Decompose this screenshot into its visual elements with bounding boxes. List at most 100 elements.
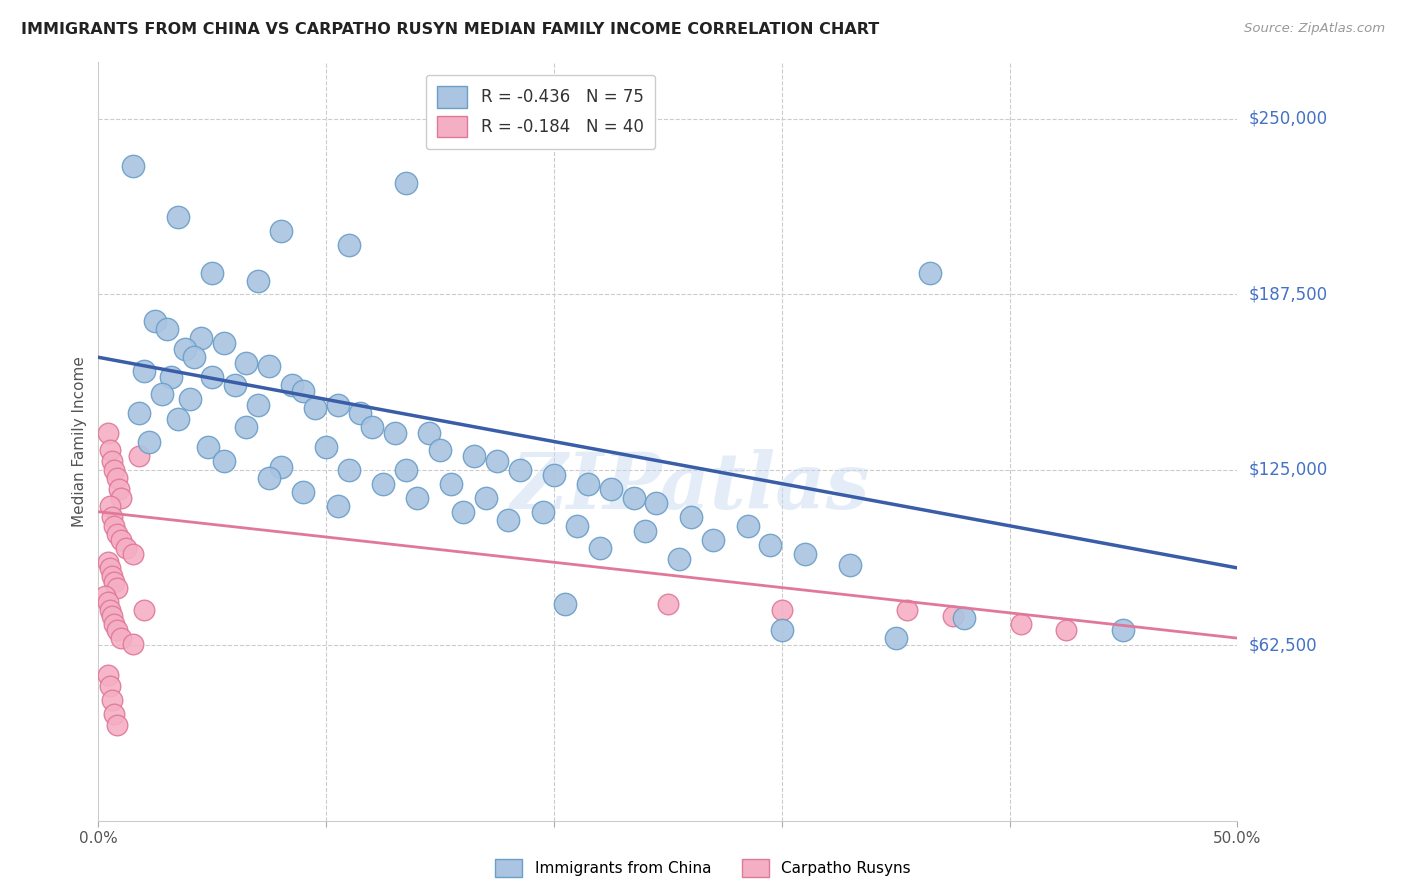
Point <box>179 392 201 407</box>
Point <box>474 491 496 505</box>
Point <box>440 476 463 491</box>
Point <box>406 491 429 505</box>
Point <box>770 603 793 617</box>
Point <box>167 210 190 224</box>
Point <box>105 527 128 541</box>
Point <box>486 454 509 468</box>
Point <box>554 598 576 612</box>
Point <box>759 538 782 552</box>
Point <box>98 561 121 575</box>
Point <box>94 589 117 603</box>
Point <box>128 407 150 421</box>
Point <box>418 426 440 441</box>
Point <box>371 476 394 491</box>
Point <box>212 336 235 351</box>
Point <box>246 275 269 289</box>
Point <box>565 518 588 533</box>
Point <box>110 631 132 645</box>
Point <box>259 471 281 485</box>
Point <box>942 608 965 623</box>
Point <box>623 491 645 505</box>
Point <box>101 569 124 583</box>
Point <box>98 442 121 457</box>
Point <box>246 398 269 412</box>
Point <box>668 552 690 566</box>
Point <box>576 476 599 491</box>
Text: $62,500: $62,500 <box>1249 636 1317 654</box>
Point <box>543 468 565 483</box>
Point <box>588 541 610 556</box>
Point <box>103 706 125 721</box>
Point <box>114 541 136 556</box>
Point <box>1056 623 1078 637</box>
Point <box>150 386 173 401</box>
Point <box>1112 623 1135 637</box>
Point <box>98 499 121 513</box>
Point <box>395 462 418 476</box>
Point <box>235 420 257 434</box>
Point <box>105 718 128 732</box>
Point <box>103 617 125 632</box>
Point <box>105 581 128 595</box>
Point <box>634 524 657 539</box>
Point <box>183 351 205 365</box>
Point <box>101 693 124 707</box>
Point <box>105 623 128 637</box>
Point <box>174 342 197 356</box>
Point <box>281 378 304 392</box>
Point <box>128 449 150 463</box>
Point <box>190 331 212 345</box>
Text: $250,000: $250,000 <box>1249 110 1327 128</box>
Point <box>145 314 167 328</box>
Text: $187,500: $187,500 <box>1249 285 1327 303</box>
Point <box>103 574 125 589</box>
Point <box>108 483 131 497</box>
Point <box>96 667 118 681</box>
Point <box>896 603 918 617</box>
Point <box>1010 617 1032 632</box>
Point <box>101 454 124 468</box>
Point <box>884 631 907 645</box>
Point <box>259 359 281 373</box>
Point <box>679 510 702 524</box>
Point <box>349 407 371 421</box>
Point <box>197 440 219 454</box>
Point <box>201 266 224 280</box>
Point <box>645 496 668 510</box>
Point <box>121 637 143 651</box>
Point <box>953 611 976 625</box>
Point <box>657 598 679 612</box>
Point <box>770 623 793 637</box>
Legend: R = -0.436   N = 75, R = -0.184   N = 40: R = -0.436 N = 75, R = -0.184 N = 40 <box>426 75 655 149</box>
Point <box>101 608 124 623</box>
Point <box>132 603 155 617</box>
Point <box>160 370 183 384</box>
Text: IMMIGRANTS FROM CHINA VS CARPATHO RUSYN MEDIAN FAMILY INCOME CORRELATION CHART: IMMIGRANTS FROM CHINA VS CARPATHO RUSYN … <box>21 22 879 37</box>
Point <box>498 513 520 527</box>
Point <box>138 434 160 449</box>
Point <box>156 322 179 336</box>
Point <box>326 499 349 513</box>
Point <box>105 471 128 485</box>
Point <box>384 426 406 441</box>
Point <box>96 426 118 441</box>
Point <box>96 555 118 569</box>
Point <box>315 440 337 454</box>
Point <box>918 266 941 280</box>
Point <box>337 238 360 252</box>
Point <box>395 176 418 190</box>
Point <box>292 384 315 398</box>
Point <box>235 356 257 370</box>
Point <box>103 462 125 476</box>
Point <box>110 491 132 505</box>
Point <box>702 533 724 547</box>
Point <box>110 533 132 547</box>
Point <box>121 159 143 173</box>
Point <box>96 594 118 608</box>
Point <box>132 364 155 378</box>
Point <box>600 483 623 497</box>
Point <box>270 224 292 238</box>
Point <box>839 558 862 573</box>
Point <box>793 547 815 561</box>
Text: ZIPatlas: ZIPatlas <box>510 449 870 525</box>
